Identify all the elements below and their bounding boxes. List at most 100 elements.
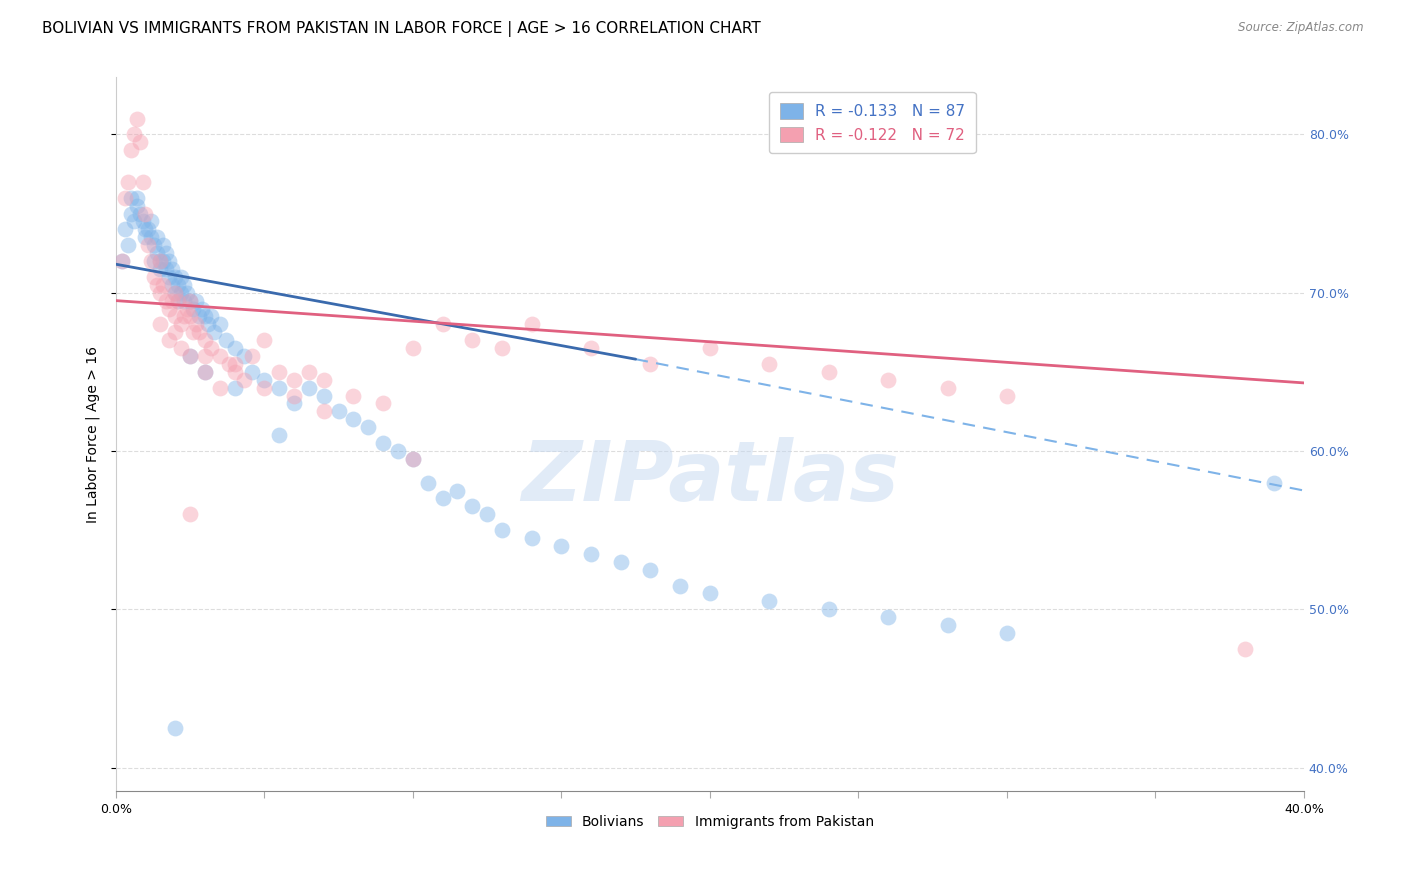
Point (387, 444, 409, 458)
Point (579, 547, 602, 561)
Point (224, 381, 246, 395)
Point (176, 285, 198, 300)
Point (298, 365, 321, 379)
Point (170, 285, 193, 300)
Point (283, 388, 305, 402)
Point (141, 230, 163, 244)
Point (146, 230, 169, 244)
Point (160, 293, 183, 308)
Point (194, 333, 217, 347)
Point (200, 310, 222, 324)
Point (165, 310, 187, 324)
Point (215, 333, 238, 347)
Point (402, 451, 425, 466)
Point (877, 373, 900, 387)
Point (936, 618, 959, 632)
Point (173, 310, 195, 324)
Point (995, 388, 1018, 402)
Point (253, 373, 276, 387)
Point (342, 388, 364, 402)
Point (152, 254, 174, 268)
Point (165, 721, 187, 735)
Point (165, 285, 187, 300)
Point (157, 301, 180, 316)
Point (187, 325, 209, 339)
Point (520, 318, 543, 332)
Point (328, 404, 350, 418)
Point (155, 293, 177, 308)
Point (312, 404, 335, 418)
Point (179, 508, 201, 522)
Point (120, 191, 142, 205)
Point (253, 333, 276, 347)
Point (283, 396, 305, 410)
Point (312, 373, 335, 387)
Point (125, 191, 148, 205)
Point (191, 301, 214, 316)
Point (194, 310, 217, 324)
Point (152, 238, 174, 252)
Legend: Bolivians, Immigrants from Pakistan: Bolivians, Immigrants from Pakistan (540, 809, 879, 834)
Point (758, 594, 780, 608)
Point (157, 254, 180, 268)
Point (242, 365, 264, 379)
Point (141, 214, 163, 228)
Point (173, 277, 195, 292)
Point (149, 318, 172, 332)
Point (125, 112, 148, 126)
Point (218, 357, 240, 371)
Point (155, 246, 177, 260)
Point (550, 539, 572, 553)
Point (475, 508, 498, 522)
Point (371, 396, 394, 410)
Point (184, 293, 207, 308)
Point (194, 365, 217, 379)
Text: BOLIVIAN VS IMMIGRANTS FROM PAKISTAN IN LABOR FORCE | AGE > 16 CORRELATION CHART: BOLIVIAN VS IMMIGRANTS FROM PAKISTAN IN … (42, 21, 761, 37)
Point (179, 349, 201, 363)
Point (194, 349, 217, 363)
Point (877, 610, 900, 624)
Point (208, 349, 231, 363)
Point (141, 254, 163, 268)
Point (134, 230, 156, 244)
Point (208, 318, 231, 332)
Point (173, 293, 195, 308)
Point (181, 301, 204, 316)
Point (160, 262, 183, 277)
Point (269, 381, 291, 395)
Point (111, 254, 134, 268)
Point (114, 222, 136, 236)
Point (461, 500, 484, 514)
Point (817, 365, 839, 379)
Point (995, 626, 1018, 640)
Point (143, 254, 166, 268)
Point (446, 483, 468, 498)
Point (149, 254, 172, 268)
Point (143, 269, 166, 284)
Point (181, 325, 204, 339)
Point (122, 128, 145, 142)
Point (152, 277, 174, 292)
Point (461, 333, 484, 347)
Point (138, 222, 160, 236)
Point (117, 238, 139, 252)
Point (202, 325, 225, 339)
Point (669, 578, 692, 592)
Point (640, 357, 662, 371)
Point (640, 563, 662, 577)
Point (371, 436, 394, 450)
Point (176, 301, 198, 316)
Point (432, 491, 454, 506)
Point (758, 357, 780, 371)
Point (146, 277, 169, 292)
Text: Source: ZipAtlas.com: Source: ZipAtlas.com (1239, 21, 1364, 35)
Point (131, 175, 153, 189)
Point (114, 191, 136, 205)
Point (138, 238, 160, 252)
Y-axis label: In Labor Force | Age > 16: In Labor Force | Age > 16 (86, 346, 100, 523)
Point (160, 277, 183, 292)
Point (149, 285, 172, 300)
Point (253, 381, 276, 395)
Point (197, 318, 219, 332)
Point (200, 341, 222, 355)
